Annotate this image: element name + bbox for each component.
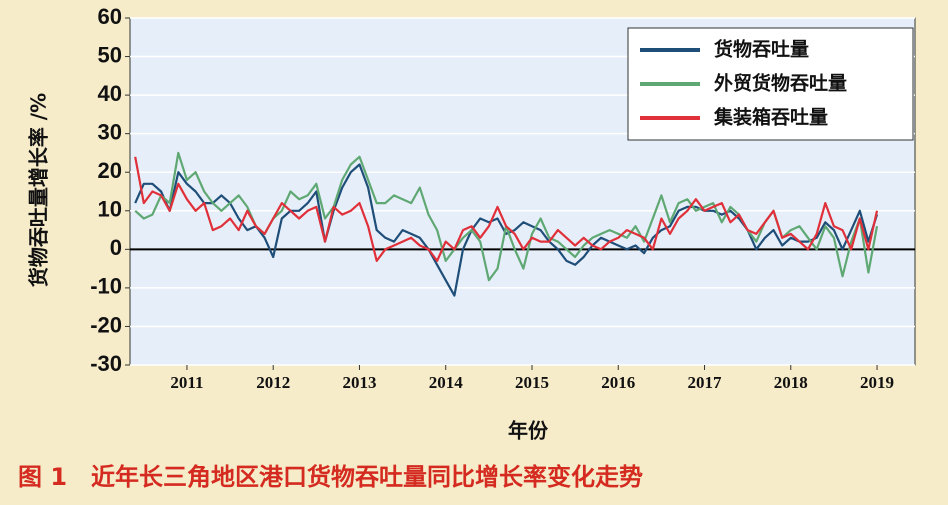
y-tick-label: -30: [90, 351, 122, 376]
legend-label: 外贸货物吞吐量: [714, 72, 847, 95]
y-tick-label: 30: [98, 119, 122, 144]
y-tick-label: 40: [98, 81, 122, 106]
x-tick-label: 2018: [774, 373, 808, 392]
series-line: [134, 156, 879, 262]
x-tick-label: 2015: [515, 373, 549, 392]
legend-label: 集装箱吞吐量: [713, 106, 828, 129]
y-tick-label: -20: [90, 312, 122, 337]
y-tick-label: 60: [98, 4, 122, 29]
y-tick-label: 20: [98, 158, 122, 183]
x-tick-label: 2014: [429, 373, 464, 392]
caption: 图 1 近年长三角地区港口货物吞吐量同比增长率变化走势: [18, 463, 643, 491]
x-tick-label: 2011: [170, 373, 203, 392]
y-tick-label: -10: [90, 274, 122, 299]
y-tick-label: 50: [98, 42, 122, 67]
legend-label: 货物吞吐量: [714, 38, 809, 61]
y-tick-label: 0: [110, 235, 122, 260]
y-axis-label: 货物吞吐量增长率 /%: [27, 93, 51, 287]
x-tick-label: 2013: [342, 373, 376, 392]
x-tick-label: 2016: [601, 373, 635, 392]
y-tick-label: 10: [98, 197, 122, 222]
x-tick-label: 2012: [256, 373, 290, 392]
x-axis-label: 年份: [508, 419, 549, 443]
x-tick-label: 2019: [860, 373, 894, 392]
x-tick-label: 2017: [688, 373, 723, 392]
